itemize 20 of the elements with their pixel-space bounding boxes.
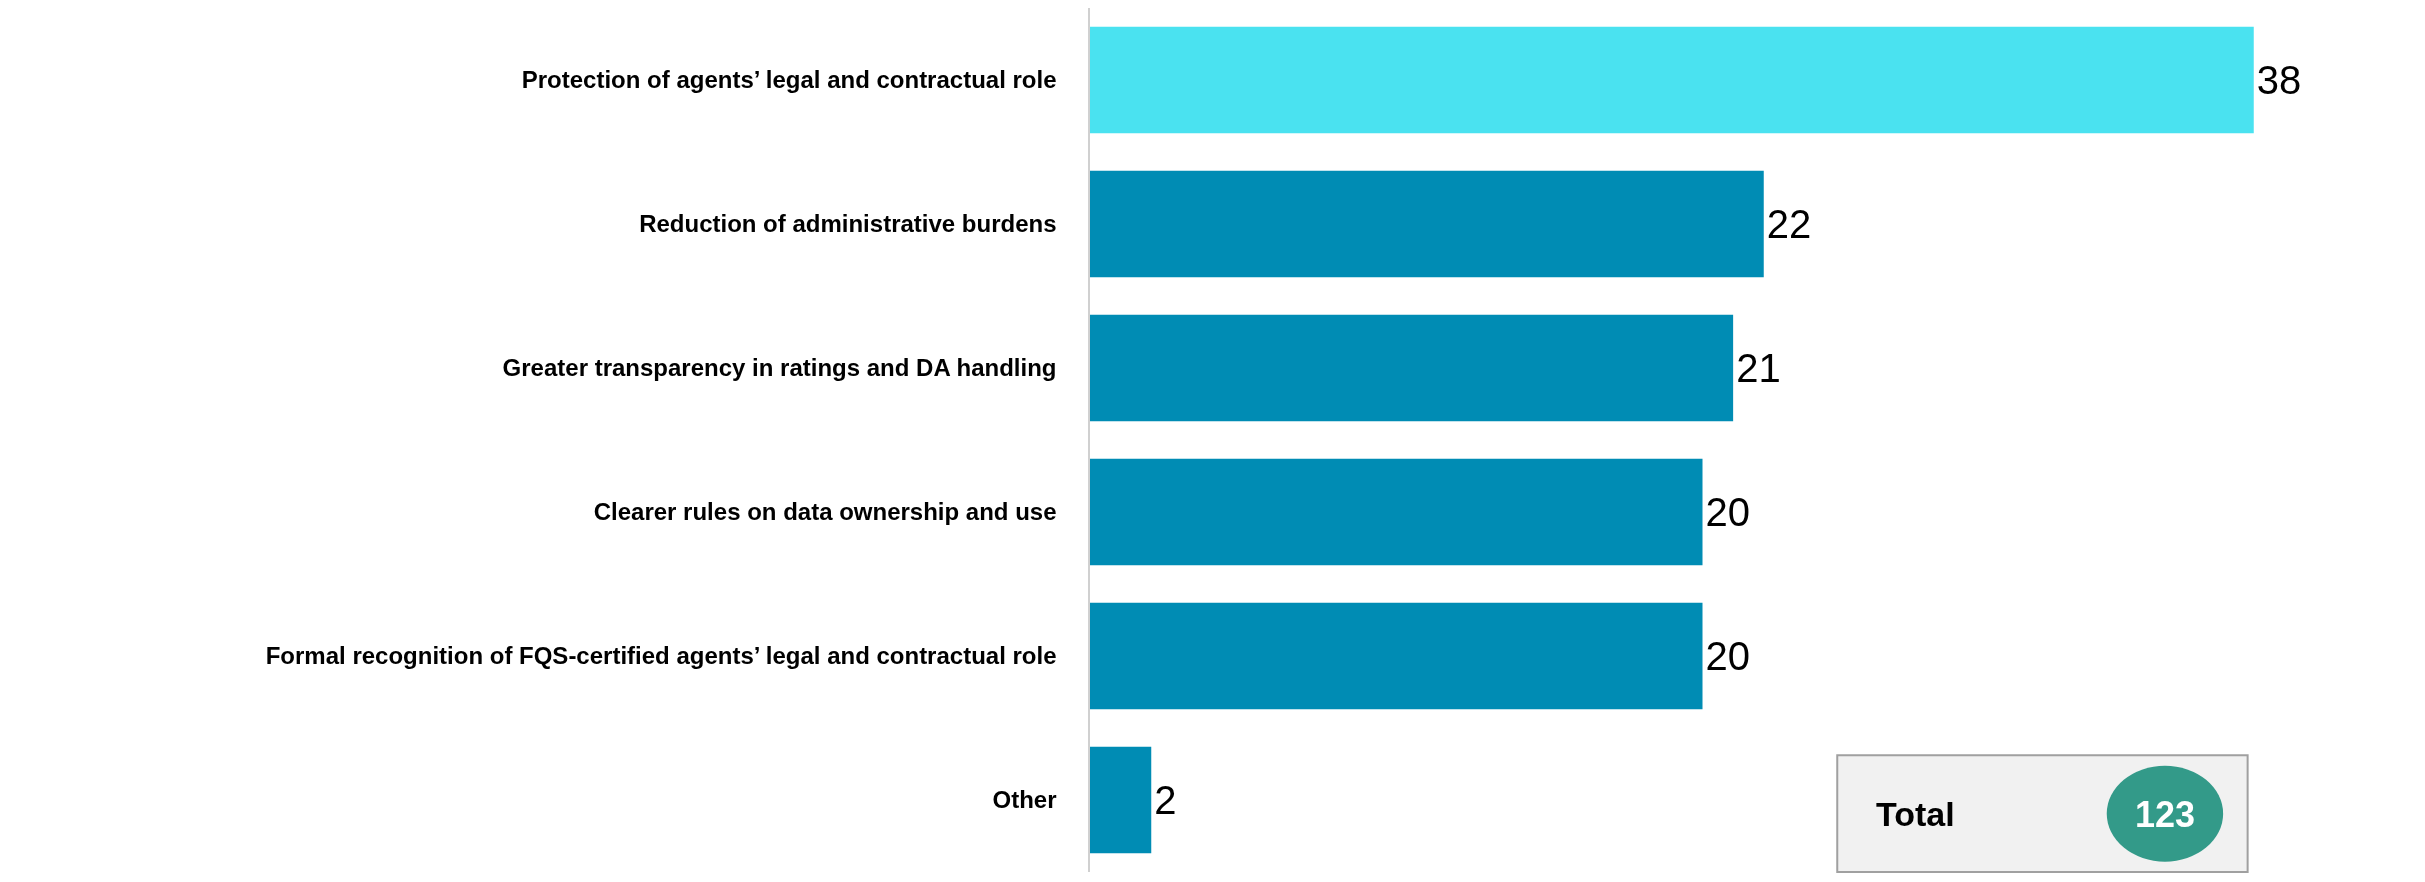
bar (1090, 170, 1764, 278)
bar (1090, 314, 1734, 422)
data-label: 2 (1154, 778, 1177, 822)
data-label: 22 (1766, 202, 1812, 246)
annotation: 123 (2135, 794, 2196, 835)
y-tick-label: Formal recognition of FQS-certified agents’ legal and contractual role (265, 642, 1057, 670)
y-tick-label: Other (992, 786, 1057, 814)
data-label: 21 (1736, 346, 1781, 390)
y-tick-label: Greater transparency in ratings and DA handling (502, 354, 1057, 382)
y-tick-label: Clearer rules on data ownership and use (593, 498, 1057, 526)
data-label: 20 (1705, 490, 1750, 534)
bar (1090, 746, 1152, 854)
annotation: Total (1876, 795, 1955, 833)
y-tick-label: Protection of agents’ legal and contractual role (521, 66, 1057, 94)
bar (1090, 458, 1703, 566)
bar (1090, 602, 1703, 710)
data-label: 20 (1705, 634, 1750, 678)
y-tick-label: Reduction of administrative burdens (639, 210, 1057, 238)
data-label: 38 (2256, 58, 2302, 102)
bar (1090, 26, 2254, 134)
